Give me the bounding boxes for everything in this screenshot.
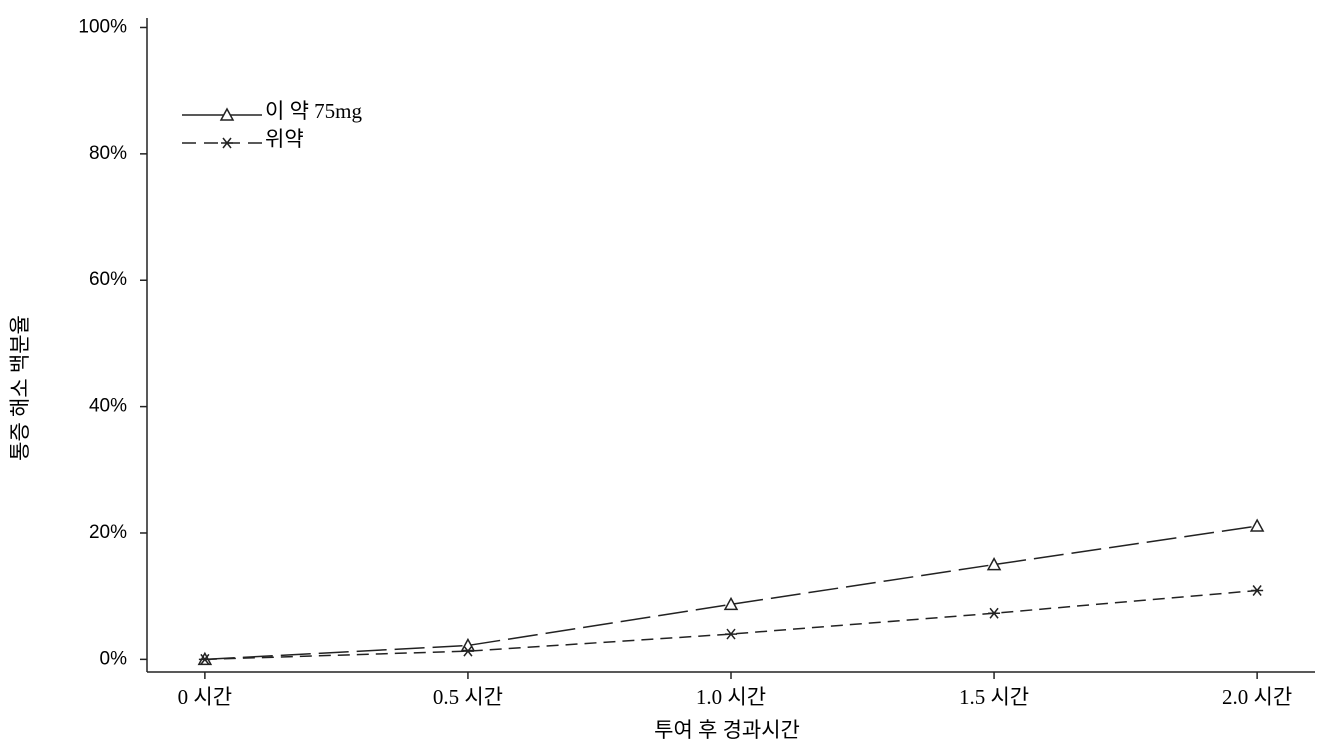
marker <box>988 607 1001 619</box>
marker <box>221 137 233 149</box>
x-tick-label: 2.0 시간 <box>1222 685 1292 709</box>
marker <box>723 596 739 611</box>
x-axis-label: 투여 후 경과시간 <box>654 718 800 742</box>
marker <box>986 557 1002 571</box>
x-tick-label: 0 시간 <box>178 685 232 709</box>
y-tick-label: 0% <box>100 648 128 669</box>
marker <box>219 107 235 121</box>
x-tick-label: 1.0 시간 <box>696 685 766 709</box>
series-line <box>204 589 1258 661</box>
y-tick-label: 40% <box>89 396 127 417</box>
series-line <box>204 525 1258 661</box>
marker <box>725 628 737 640</box>
y-tick-label: 100% <box>78 16 127 37</box>
y-axis-label: 통증 해소 백분율 <box>8 315 32 461</box>
y-tick-label: 20% <box>89 522 127 543</box>
x-tick-label: 0.5 시간 <box>433 685 503 709</box>
marker <box>1249 518 1265 532</box>
legend-label: 이 약 75mg <box>265 99 362 123</box>
x-tick-label: 1.5 시간 <box>959 685 1029 709</box>
y-tick-label: 80% <box>89 143 127 164</box>
marker <box>198 653 211 665</box>
legend-label: 위약 <box>265 127 304 151</box>
marker <box>461 645 474 657</box>
marker <box>1251 585 1264 596</box>
y-tick-label: 60% <box>89 269 127 290</box>
